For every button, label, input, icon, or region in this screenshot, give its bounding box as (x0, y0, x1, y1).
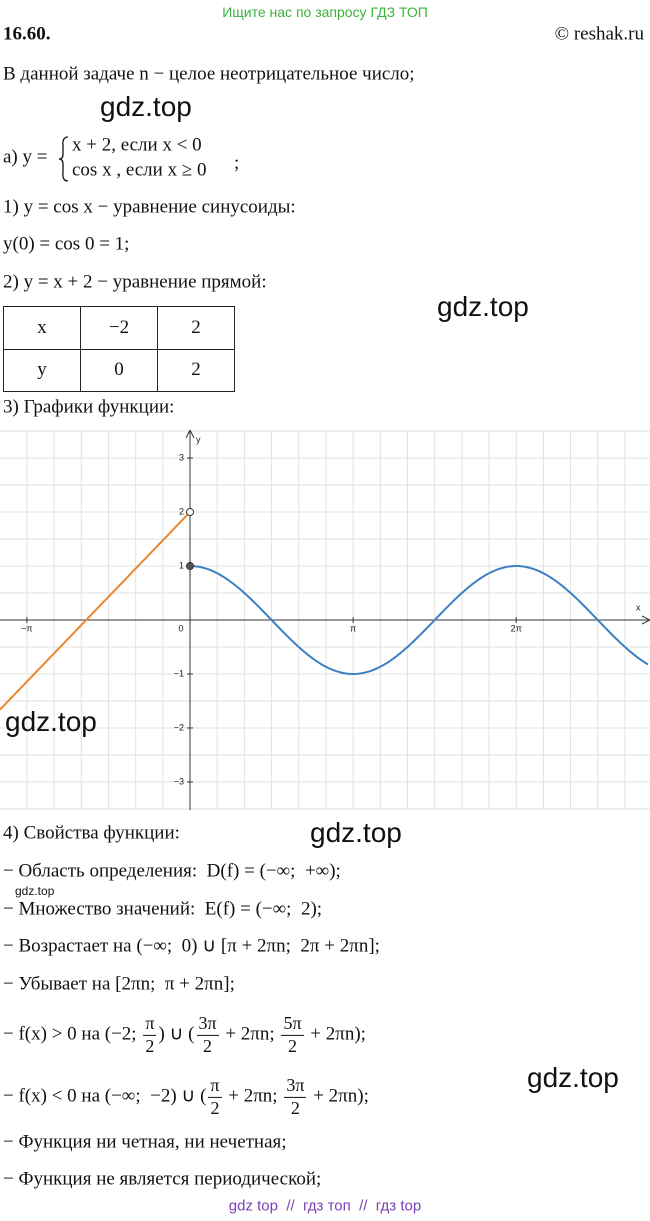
case: cos x , если x ≥ 0 (72, 159, 207, 181)
graph: y x −π 0 π 2π 3 2 1 −1 −2 −3 (0, 430, 650, 810)
text: − Функция ни четная, ни нечетная; (3, 1131, 287, 1153)
text: − Функция не является периодической; (3, 1168, 322, 1190)
step: 2) y = x + 2 − уравнение прямой: (3, 271, 267, 293)
text: ) ∪ ( (158, 1023, 195, 1045)
curve-cos (189, 565, 649, 675)
x-tick-label: 0 (179, 623, 184, 633)
axis-label: x (636, 602, 641, 612)
property: − f(x) < 0 на (−∞; −2) ∪ (π 2 + 2πn; 3π 2 … (3, 1075, 369, 1119)
axis-arrow (641, 615, 650, 625)
denominator: 2 (210, 1097, 220, 1118)
numerator: 5π (281, 1013, 304, 1036)
x-tick-label: 2π (511, 623, 522, 633)
watermark: gdz.top (310, 817, 402, 848)
text: − f(x) > 0 на (−2; (3, 1023, 142, 1045)
system-end: ; (234, 152, 240, 174)
text: − Возрастает на (−∞; 0) ∪ [π + 2πn; 2π +… (3, 935, 380, 957)
curve-line (0, 511, 191, 711)
task-number: 16.60. (3, 23, 51, 45)
top-banner: Ищите нас по запросу ГДЗ ТОП (222, 4, 428, 20)
text: − Множество значений: E(f) = (−∞; 2); (3, 898, 323, 920)
denominator: 2 (290, 1097, 300, 1118)
text: + 2πn); (305, 1023, 366, 1045)
fraction: 3π 2 (284, 1075, 307, 1119)
denominator: 2 (203, 1035, 213, 1056)
property: − Функция не является периодической; (3, 1169, 321, 1192)
footer: gdz top // гдз топ // гдз top (228, 1197, 422, 1215)
numerator: 3π (284, 1075, 307, 1098)
y-tick-label: −2 (174, 722, 184, 732)
fraction: 5π 2 (281, 1013, 304, 1057)
cell: y (3, 348, 81, 392)
watermark: gdz.top (437, 291, 529, 322)
y-tick-label: −1 (174, 668, 184, 678)
brace (58, 136, 69, 182)
step: 1) y = cos x − уравнение синусоиды: (3, 196, 296, 218)
cell: 2 (157, 306, 235, 350)
filled-point (186, 562, 195, 571)
x-tick-label: −π (21, 623, 32, 633)
property: − Убывает на [2πn; π + 2πn]; (3, 974, 235, 997)
x-tick-label: π (350, 623, 356, 633)
graph-heading: 3) Графики функции: (3, 396, 175, 418)
y-tick-label: 1 (179, 560, 184, 570)
property: − Множество значений: E(f) = (−∞; 2); (3, 899, 322, 922)
text: + 2πn); (308, 1085, 369, 1107)
text: − Область определения: D(f) = (−∞; +∞); (3, 860, 341, 882)
numerator: 3π (196, 1013, 219, 1036)
y-tick-label: 3 (179, 452, 184, 462)
cell: 2 (157, 348, 235, 392)
system-lead: а) y = (3, 146, 48, 168)
fraction: 3π 2 (196, 1013, 219, 1057)
denominator: 2 (145, 1035, 155, 1056)
axis-arrow (185, 430, 195, 439)
numerator: π (208, 1075, 222, 1098)
text: + 2πn; (223, 1085, 283, 1107)
numerator: π (143, 1013, 157, 1036)
y-tick-label: −3 (174, 776, 184, 786)
y-tick-label: 2 (179, 506, 184, 516)
cell: 0 (80, 348, 158, 392)
property: − f(x) > 0 на (−2; π 2) ∪ (3π 2 + 2πn; 5π 2… (3, 1013, 366, 1057)
text: − Убывает на [2πn; π + 2πn]; (3, 973, 235, 995)
watermark: gdz.top (15, 884, 55, 898)
cell: −2 (80, 306, 158, 350)
property: − Функция ни четная, ни нечетная; (3, 1132, 287, 1155)
intro: В данной задаче n − целое неотрицательно… (3, 63, 415, 85)
cell: x (3, 306, 81, 350)
text: − f(x) < 0 на (−∞; −2) ∪ ( (3, 1085, 207, 1107)
copyright: © reshak.ru (554, 23, 644, 45)
open-point (186, 508, 195, 517)
watermark: gdz.top (5, 706, 97, 737)
axis-label: y (196, 434, 201, 444)
step: y(0) = cos 0 = 1; (3, 233, 130, 255)
watermark: gdz.top (527, 1062, 619, 1093)
property: − Область определения: D(f) = (−∞; +∞); (3, 861, 341, 884)
text: + 2πn; (220, 1023, 280, 1045)
denominator: 2 (287, 1035, 297, 1056)
case: x + 2, если x < 0 (72, 134, 202, 156)
props-heading: 4) Свойства функции: (3, 822, 180, 844)
property: − Возрастает на (−∞; 0) ∪ [π + 2πn; 2π +… (3, 936, 380, 959)
watermark: gdz.top (100, 91, 192, 122)
